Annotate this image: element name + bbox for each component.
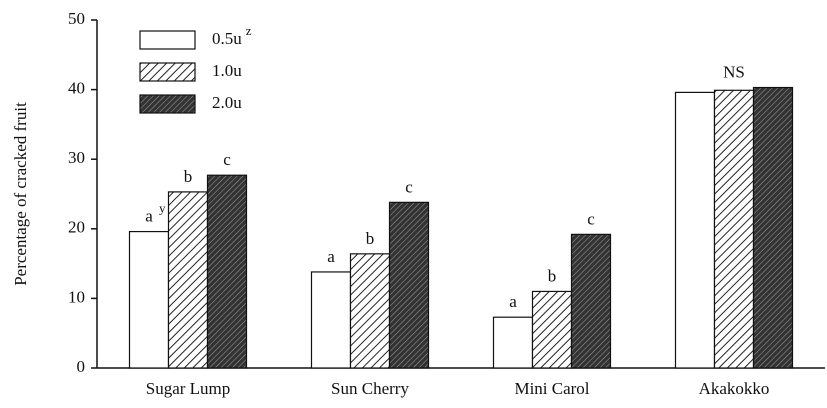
bar	[570, 233, 612, 369]
legend-label: 1.0u	[212, 61, 242, 80]
significance-letter: a	[145, 206, 153, 225]
significance-letter: b	[366, 229, 375, 248]
significance-letter: c	[587, 209, 595, 228]
group-note: NS	[723, 62, 745, 81]
y-tick-label: 0	[77, 357, 86, 376]
bar	[167, 191, 209, 369]
bar	[206, 174, 248, 369]
significance-letter: b	[184, 167, 193, 186]
significance-letter: c	[405, 177, 413, 196]
bar	[492, 316, 534, 369]
y-tick-label: 50	[68, 9, 85, 28]
bar	[310, 271, 352, 369]
x-tick-label: Mini Carol	[514, 379, 589, 398]
significance-letter: a	[327, 247, 335, 266]
bar	[713, 89, 755, 369]
bar	[128, 230, 170, 369]
legend-swatch	[139, 62, 196, 82]
y-tick-label: 30	[68, 148, 85, 167]
bar	[674, 91, 716, 369]
significance-letter: c	[223, 150, 231, 169]
bar	[531, 290, 573, 369]
letter-note: y	[159, 201, 166, 216]
bar	[752, 86, 794, 369]
x-tick-label: Akakokko	[699, 379, 770, 398]
bar	[388, 201, 430, 369]
significance-letter: a	[509, 292, 517, 311]
x-tick-label: Sun Cherry	[331, 379, 409, 398]
legend-swatch	[139, 94, 196, 114]
legend-label: 2.0u	[212, 93, 242, 112]
bar	[349, 253, 391, 369]
legend-note: z	[246, 23, 252, 38]
y-tick-label: 40	[68, 79, 85, 98]
significance-letter: b	[548, 266, 557, 285]
y-axis-label: Percentage of cracked fruit	[11, 102, 30, 286]
legend-swatch	[139, 30, 196, 50]
x-tick-label: Sugar Lump	[146, 379, 231, 398]
legend-label: 0.5u	[212, 29, 242, 48]
y-tick-label: 20	[68, 218, 85, 237]
y-tick-label: 10	[68, 287, 85, 306]
